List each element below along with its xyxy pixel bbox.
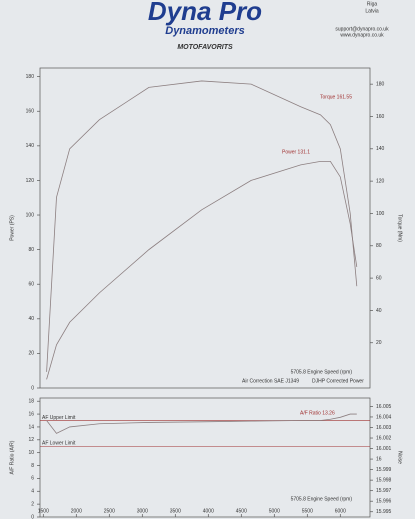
x-tick-label: 1500 — [38, 508, 49, 514]
y-tick-label: 100 — [26, 212, 35, 218]
y2-tick-label: 100 — [376, 211, 385, 217]
y-tick-label: 80 — [28, 247, 34, 253]
y2-tick-label: 15.997 — [376, 488, 392, 494]
y2-tick-label: 16.005 — [376, 404, 392, 410]
x-tick-label: 2000 — [71, 508, 82, 514]
annotation: Torque 161.55 — [320, 94, 352, 100]
y-tick-label: 160 — [26, 109, 35, 115]
series-line — [46, 80, 358, 372]
y2-tick-label: 16.002 — [376, 435, 392, 441]
y2-tick-label: 140 — [376, 146, 385, 152]
y-tick-label: 18 — [28, 399, 34, 405]
tagline: Dynamometers — [165, 25, 244, 37]
x-tick-label: 3500 — [170, 508, 181, 514]
reference-label: AF Upper Limit — [42, 415, 76, 421]
y2-axis-label: Torque (Nm) — [397, 214, 403, 242]
web: www.dynapro.co.uk — [340, 32, 384, 38]
y-tick-label: 10 — [28, 450, 34, 456]
y-tick-label: 60 — [28, 282, 34, 288]
y2-axis-label: Noise — [397, 451, 403, 464]
y-tick-label: 0 — [31, 514, 34, 519]
y-axis-label: Power (PS) — [9, 215, 15, 241]
annotation: DJHP Corrected Power — [312, 378, 364, 384]
y-tick-label: 40 — [28, 316, 34, 322]
x-tick-label: 3000 — [137, 508, 148, 514]
city: Riga — [367, 1, 378, 7]
y2-tick-label: 16.001 — [376, 446, 392, 452]
y2-tick-label: 15.998 — [376, 477, 392, 483]
y-tick-label: 2 — [31, 501, 34, 507]
y-tick-label: 6 — [31, 476, 34, 482]
country: Latvia — [365, 8, 379, 14]
y-tick-label: 180 — [26, 74, 35, 80]
y2-tick-label: 16 — [376, 456, 382, 462]
y2-tick-label: 20 — [376, 340, 382, 346]
y-tick-label: 120 — [26, 178, 35, 184]
series-line — [46, 413, 357, 434]
reference-label: AF Lower Limit — [42, 441, 76, 447]
annotation: A/F Ratio 13.26 — [300, 410, 335, 416]
x-tick-label: 5000 — [269, 508, 280, 514]
y-axis-label: A/F Ratio (A/R) — [9, 440, 15, 474]
y-tick-label: 12 — [28, 437, 34, 443]
annotation: Air Correction SAE J1349 — [242, 378, 299, 384]
y2-tick-label: 120 — [376, 178, 385, 184]
y2-tick-label: 15.995 — [376, 509, 392, 515]
brand: Dyna Pro — [148, 0, 262, 26]
x-tick-label: 6000 — [335, 508, 346, 514]
y-tick-label: 20 — [28, 351, 34, 357]
y2-tick-label: 160 — [376, 114, 385, 120]
y2-tick-label: 60 — [376, 275, 382, 281]
annotation: 5705.8 Engine Speed (rpm) — [291, 496, 353, 502]
y-tick-label: 16 — [28, 411, 34, 417]
annotation: Power 131.1 — [282, 149, 310, 155]
x-tick-label: 4000 — [203, 508, 214, 514]
y-tick-label: 0 — [31, 385, 34, 391]
y2-tick-label: 80 — [376, 243, 382, 249]
y-tick-label: 14 — [28, 424, 34, 430]
y-tick-label: 8 — [31, 463, 34, 469]
y2-tick-label: 15.996 — [376, 499, 392, 505]
y-tick-label: 4 — [31, 489, 34, 495]
x-tick-label: 4500 — [236, 508, 247, 514]
y2-tick-label: 180 — [376, 81, 385, 87]
y2-tick-label: 16.004 — [376, 414, 392, 420]
chart-title: MOTOFAVORITS — [177, 44, 233, 51]
plot-frame — [39, 397, 371, 518]
series-line — [46, 161, 358, 380]
y2-tick-label: 16.003 — [376, 425, 392, 431]
x-tick-label: 2500 — [104, 508, 115, 514]
plot-frame — [39, 67, 371, 389]
email: support@dynapro.co.uk — [335, 26, 389, 32]
y2-tick-label: 15.999 — [376, 467, 392, 473]
y-tick-label: 140 — [26, 143, 35, 149]
y2-tick-label: 40 — [376, 308, 382, 314]
x-tick-label: 5500 — [302, 508, 313, 514]
annotation: 5705.8 Engine Speed (rpm) — [291, 369, 353, 375]
